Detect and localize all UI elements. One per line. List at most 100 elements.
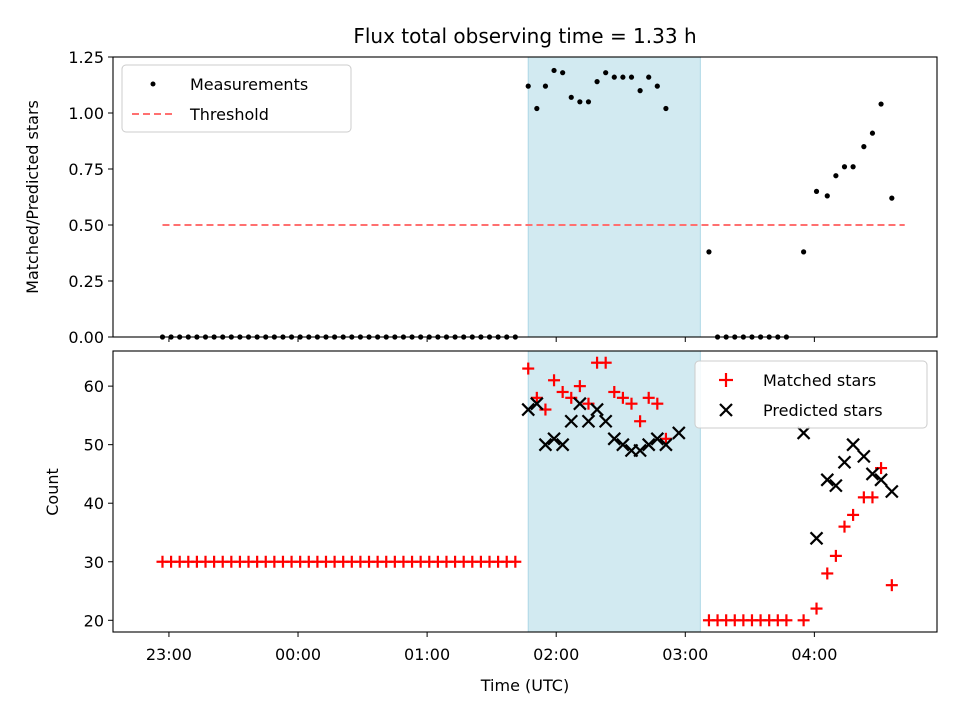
matched-star-point: [847, 508, 860, 521]
predicted-star-point: [796, 426, 811, 440]
matched-star-point: [797, 614, 810, 627]
ratio-ytick-label: 0.00: [68, 328, 104, 347]
matched-star-point: [642, 391, 655, 404]
measurement-point: [637, 88, 643, 94]
predicted-star-point: [590, 402, 604, 417]
count-ytick-label: 20: [84, 611, 104, 630]
matched-star-point: [810, 602, 823, 615]
predicted-star-point: [555, 437, 570, 452]
measurement-point: [878, 101, 884, 107]
predicted-star-point: [820, 473, 835, 487]
predicted-star-point: [564, 414, 579, 429]
measurement-point: [850, 164, 856, 170]
matched-star-point: [509, 555, 522, 568]
measurement-point: [833, 173, 839, 179]
predicted-star-point: [672, 426, 686, 440]
measurement-point: [663, 105, 669, 112]
measurement-point: [525, 83, 531, 89]
matched-star-point: [829, 549, 842, 562]
measurement-point: [551, 67, 557, 74]
count-legend: Matched stars Predicted stars: [694, 360, 928, 429]
count-ytick-label: 40: [84, 494, 104, 513]
matched-star-point: [548, 374, 561, 387]
legend-marker-measurements: [150, 81, 156, 87]
predicted-star-point: [530, 396, 544, 411]
matched-star-point: [866, 491, 879, 504]
measurement-point: [628, 74, 635, 80]
count-panel: 20 30 40 50 60 23:00 00:00 01:00 02:00 03:00 04:0…: [43, 350, 938, 695]
count-xtick-label: 04:00: [791, 645, 837, 664]
predicted-star-point: [829, 478, 843, 493]
predicted-star-point: [846, 437, 860, 452]
measurement-point: [611, 74, 617, 80]
measurement-point: [560, 70, 566, 76]
measurement-point: [889, 195, 895, 201]
ratio-panel: 0.00 0.25 0.50 0.75 1.00 1.25 Matched/Predict…: [23, 48, 938, 347]
measurement-point: [542, 83, 549, 89]
observing-interval-shade: [527, 56, 701, 338]
predicted-star-point: [659, 437, 673, 452]
count-ytick-label: 60: [84, 377, 104, 396]
ratio-ytick-label: 0.75: [68, 160, 104, 179]
matched-star-point: [556, 385, 569, 398]
matched-star-point: [625, 397, 638, 410]
measurement-point: [620, 74, 626, 80]
legend-marker-predicted: [719, 403, 733, 417]
measurement-point: [841, 164, 848, 170]
chart-title: Flux total observing time = 1.33 h: [353, 24, 696, 48]
legend-marker-matched: [719, 373, 733, 387]
measurement-point: [594, 79, 600, 85]
predicted-star-point: [809, 531, 824, 546]
count-xtick-label: 03:00: [662, 645, 708, 664]
predicted-star-point: [547, 432, 561, 446]
predicted-star-point: [641, 437, 656, 452]
count-xtick-label: 02:00: [533, 645, 579, 664]
ratio-legend: Measurements Threshold: [121, 64, 352, 133]
predicted-star-point: [581, 414, 596, 429]
count-xtick-label: 00:00: [275, 645, 321, 664]
predicted-star-point: [616, 437, 630, 452]
predicted-star-point: [650, 432, 665, 446]
predicted-star-point: [607, 432, 622, 446]
predicted-star-point: [538, 437, 553, 452]
matched-star-point: [573, 380, 586, 393]
measurement-point: [813, 188, 820, 194]
legend-label-matched: Matched stars: [763, 371, 876, 390]
measurement-point: [706, 249, 712, 255]
measurement-point: [801, 249, 807, 255]
matched-star-point: [530, 391, 543, 404]
ratio-ytick-label: 0.25: [68, 272, 104, 291]
ratio-legend-box: [121, 64, 352, 133]
legend-label-threshold: Threshold: [189, 105, 269, 124]
predicted-star-point: [885, 484, 899, 499]
matched-star-point: [659, 432, 672, 445]
predicted-star-point: [837, 455, 852, 470]
measurement-point: [568, 94, 574, 100]
count-panel-frame: [112, 350, 938, 633]
matched-star-point: [821, 567, 834, 580]
ratio-ytick-label: 0.50: [68, 216, 104, 235]
matched-star-point: [885, 579, 898, 592]
count-legend-box: [694, 360, 928, 429]
x-axis-label: Time (UTC): [480, 676, 569, 695]
measurement-point: [534, 105, 540, 112]
predicted-star-point: [633, 443, 647, 458]
count-ytick-label: 30: [84, 553, 104, 572]
matched-star-point: [599, 356, 612, 369]
predicted-star-point: [857, 449, 871, 464]
measurement-point: [869, 130, 876, 136]
measurement-point: [646, 74, 652, 80]
measurement-point: [603, 70, 609, 76]
legend-label-measurements: Measurements: [190, 75, 308, 94]
count-xtick-label: 01:00: [404, 645, 450, 664]
ratio-ytick-label: 1.00: [68, 104, 104, 123]
matched-star-point: [634, 415, 647, 428]
matched-star-point: [522, 362, 535, 375]
predicted-star-point: [573, 396, 587, 411]
matched-star-point: [838, 520, 851, 533]
matched-star-point: [780, 614, 793, 627]
predicted-star-point: [598, 414, 613, 429]
measurement-point: [577, 99, 583, 105]
ratio-ytick-label: 1.25: [68, 48, 104, 67]
